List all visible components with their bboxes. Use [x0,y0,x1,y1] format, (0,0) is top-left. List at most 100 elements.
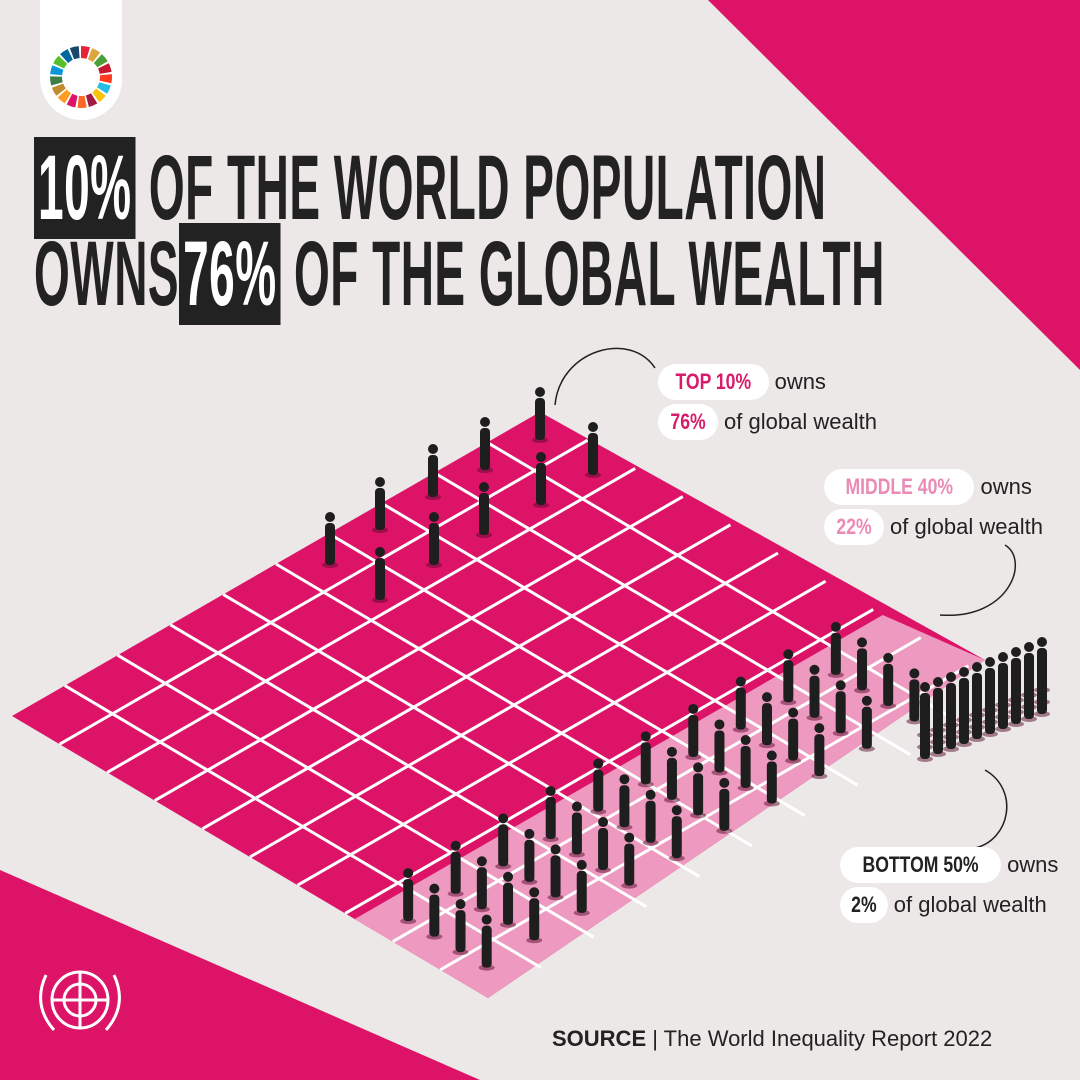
person-body [645,800,656,843]
grid-line [344,608,874,915]
person-head [972,674,982,684]
group-share: 76% [670,409,706,434]
grid-line [328,532,806,817]
person-head [571,801,582,812]
sdg-segment [93,54,108,68]
person-head [481,914,492,925]
person-head [946,672,956,682]
person-head [761,692,772,703]
person-head [998,652,1008,662]
person-head [524,828,535,839]
person-head [883,652,894,663]
person-head [1037,637,1047,647]
person-head [428,444,438,454]
person-head [946,684,956,694]
person-body [624,843,635,886]
person-head [693,762,704,773]
person-body [476,867,487,910]
person-body [883,663,894,706]
person-body [688,714,699,757]
person-head [920,682,930,692]
group-suffix: of global wealth [724,409,877,434]
person-body [450,851,461,894]
group-suffix: of global wealth [893,892,1047,917]
person-body [545,797,556,840]
sdg-segment [85,93,98,107]
person-body [550,855,561,898]
group-share: 2% [851,892,877,917]
source-label: SOURCE [552,1026,647,1051]
person-body [933,712,943,754]
person-head [857,637,868,648]
person-body [481,925,492,968]
person-head [1024,666,1034,676]
person-body [666,757,677,800]
person-head [403,868,414,879]
person-head [735,676,746,687]
title-text: OF THE WORLD POPULATION [148,137,827,239]
sdg-segment [49,76,63,86]
person-head [325,512,335,522]
person-body [479,493,489,535]
person-body [788,718,799,761]
un-emblem [39,970,121,1031]
person-body [429,894,440,937]
person-head [429,883,440,894]
person-head [619,774,630,785]
person-body [857,648,868,691]
person-body [571,812,582,855]
person-head [861,695,872,706]
sdg-segment [98,63,112,74]
title-highlight: 10% [34,137,136,239]
person-head [1037,649,1047,659]
person-body [830,632,841,675]
person-head [640,731,651,742]
person-body [693,773,704,816]
person-body [375,488,385,530]
title-text: OWNS [34,223,180,325]
person-head [920,694,930,704]
person-head [788,707,799,718]
sdg-segment [51,83,66,96]
person-head [946,696,956,706]
callouts [554,347,1016,849]
person-body [498,824,509,867]
person-body [998,687,1008,729]
sdg-segment [66,93,78,108]
person-body [593,769,604,812]
person-head [429,512,439,522]
person-body [536,463,546,505]
person-head [1011,647,1021,657]
person-head [479,482,489,492]
person-head [714,719,725,730]
person-body [809,675,820,718]
person-head [576,859,587,870]
person-body [535,398,545,440]
person-body [375,558,385,600]
person-head [535,387,545,397]
person-body [959,702,969,744]
sdg-segment [60,49,73,63]
sdg-segment [77,95,87,109]
person-head [455,899,466,910]
person-body [714,730,725,773]
person-head [550,844,561,855]
group-verb: owns [774,369,826,394]
person-head [450,840,461,851]
person-body [588,433,598,475]
group-suffix: of global wealth [890,514,1043,539]
person-head [1024,642,1034,652]
person-head [598,817,609,828]
person-head [719,777,730,788]
group-note: BOTTOM 50% owns 2% of global wealth [840,845,1058,925]
person-body [529,898,540,941]
person-body [325,523,335,565]
person-body [524,839,535,882]
person-head [480,417,490,427]
person-body [403,879,414,922]
person-head [985,681,995,691]
person-body [640,742,651,785]
person-head [998,664,1008,674]
source: SOURCE | The World Inequality Report 202… [552,1026,992,1052]
person-head [375,547,385,557]
